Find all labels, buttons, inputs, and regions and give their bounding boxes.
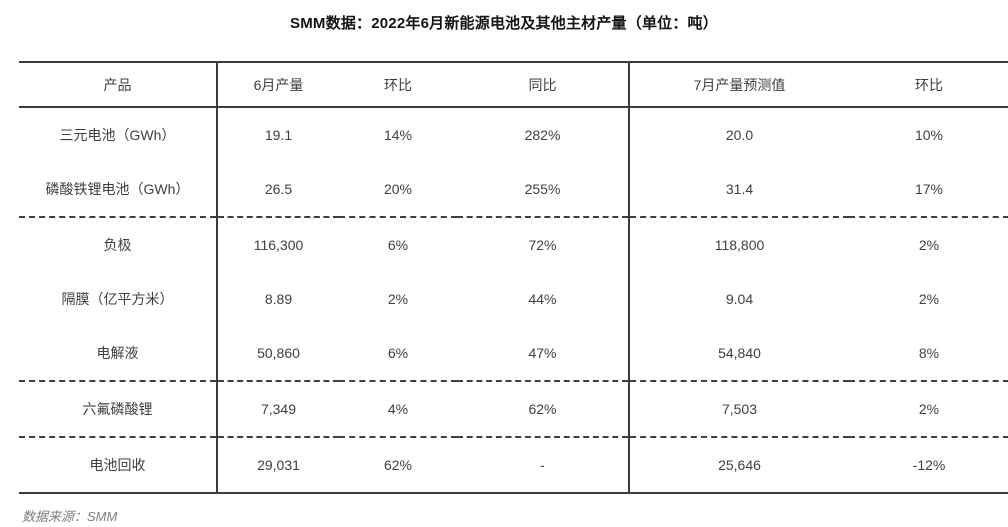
cell-product: 电池回收 [19, 436, 218, 493]
cell-mom: 6% [387, 345, 409, 361]
cell-jul-forecast: 118,800 [629, 216, 849, 272]
cell-jul-mom: 8% [918, 345, 940, 361]
col-header-yoy: 同比 [457, 62, 630, 108]
header-row: 产品 6月产量 环比 同比 7月产量预测值 环比 [19, 62, 1008, 108]
cell-mom: 20% [383, 181, 413, 197]
cell-mom: 4% [339, 380, 457, 437]
cell-jul-mom: 10% [914, 127, 944, 143]
production-table: 产品 6月产量 环比 同比 7月产量预测值 环比 三元电池（GWh） 19.1 … [19, 61, 1008, 494]
cell-jun-output: 116,300 [217, 216, 339, 272]
cell-jul-mom: 17% [914, 181, 944, 197]
cell-yoy: 72% [457, 216, 630, 272]
cell-jun-output: 19.1 [264, 127, 293, 143]
table-row: 隔膜（亿平方米） 8.89 2% 44% 9.04 2% [19, 272, 1008, 326]
cell-product: 隔膜（亿平方米） [19, 272, 218, 326]
cell-yoy: - [457, 436, 630, 493]
cell-product: 电解液 [19, 326, 218, 381]
cell-mom: 6% [339, 216, 457, 272]
table-row: 电池回收 29,031 62% - 25,646 -12% [19, 436, 1008, 493]
cell-product: 六氟磷酸锂 [19, 380, 218, 437]
cell-jun-output: 50,860 [257, 345, 300, 361]
cell-jul-forecast: 7,503 [629, 380, 849, 437]
cell-jul-forecast: 9.04 [725, 291, 754, 307]
cell-mom: 62% [339, 436, 457, 493]
col-header-jul-forecast: 7月产量预测值 [629, 62, 849, 108]
cell-yoy: 44% [457, 272, 630, 326]
cell-jul-mom: 2% [918, 291, 940, 307]
table-row: 磷酸铁锂电池（GWh） 26.5 20% 255% 31.4 17% [19, 162, 1008, 217]
table-row: 电解液 50,860 6% 47% 54,840 8% [19, 326, 1008, 381]
col-header-mom: 环比 [339, 62, 457, 108]
cell-jul-mom: 2% [849, 216, 1008, 272]
col-header-jul-mom: 环比 [849, 62, 1008, 108]
cell-yoy: 255% [457, 162, 630, 217]
cell-jul-forecast: 54,840 [718, 345, 761, 361]
cell-jul-mom: -12% [849, 436, 1008, 493]
cell-jul-forecast: 25,646 [629, 436, 849, 493]
table-row: 三元电池（GWh） 19.1 14% 282% 20.0 10% [19, 107, 1008, 162]
cell-mom: 2% [387, 291, 409, 307]
col-header-jun-output: 6月产量 [217, 62, 339, 108]
cell-mom: 14% [383, 127, 413, 143]
cell-jun-output: 29,031 [217, 436, 339, 493]
cell-yoy: 62% [457, 380, 630, 437]
cell-jun-output: 8.89 [264, 291, 293, 307]
table-row: 负极 116,300 6% 72% 118,800 2% [19, 216, 1008, 272]
table-row: 六氟磷酸锂 7,349 4% 62% 7,503 2% [19, 380, 1008, 437]
cell-product: 三元电池（GWh） [19, 107, 218, 162]
cell-jul-forecast: 31.4 [725, 181, 754, 197]
cell-yoy: 282% [457, 107, 630, 162]
data-source-note: 数据来源：SMM [22, 509, 118, 524]
cell-jun-output: 26.5 [264, 181, 293, 197]
cell-product: 磷酸铁锂电池（GWh） [19, 162, 218, 217]
page-title: SMM数据：2022年6月新能源电池及其他主材产量（单位：吨） [290, 15, 718, 32]
cell-jul-mom: 2% [849, 380, 1008, 437]
cell-jun-output: 7,349 [217, 380, 339, 437]
cell-yoy: 47% [457, 326, 630, 381]
cell-product: 负极 [19, 216, 218, 272]
cell-jul-forecast: 20.0 [725, 127, 754, 143]
col-header-product: 产品 [19, 62, 218, 108]
